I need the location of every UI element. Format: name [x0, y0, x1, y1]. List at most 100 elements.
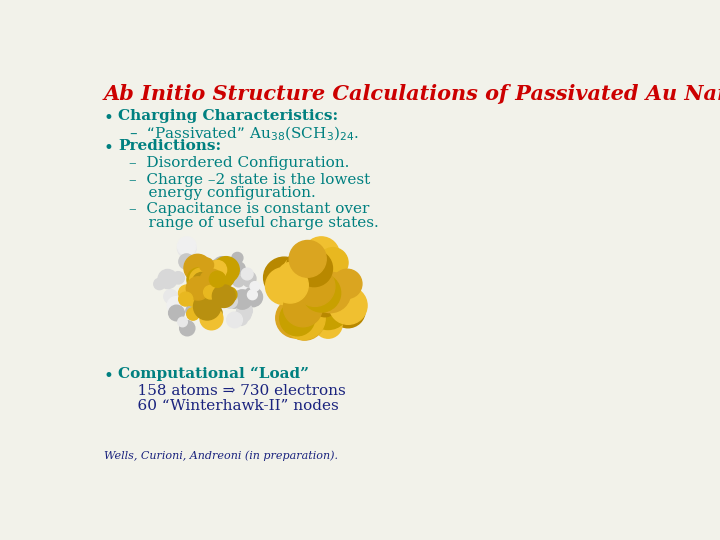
Circle shape	[300, 258, 343, 301]
Circle shape	[199, 303, 210, 314]
Circle shape	[201, 314, 209, 322]
Circle shape	[194, 297, 205, 308]
Circle shape	[307, 287, 349, 329]
Text: Computational “Load”: Computational “Load”	[118, 367, 309, 381]
Circle shape	[237, 303, 252, 319]
Circle shape	[158, 269, 177, 288]
Circle shape	[272, 267, 308, 303]
Circle shape	[210, 271, 225, 287]
Circle shape	[299, 266, 338, 305]
Circle shape	[194, 293, 221, 320]
Circle shape	[197, 273, 224, 300]
Circle shape	[313, 294, 336, 317]
Circle shape	[180, 321, 195, 336]
Circle shape	[187, 289, 205, 307]
Circle shape	[304, 272, 336, 304]
Circle shape	[178, 317, 187, 327]
Text: •: •	[104, 139, 114, 158]
Circle shape	[285, 301, 324, 340]
Circle shape	[154, 278, 165, 289]
Circle shape	[205, 286, 225, 306]
Circle shape	[172, 272, 184, 284]
Circle shape	[310, 305, 336, 330]
Circle shape	[316, 255, 341, 279]
Circle shape	[296, 269, 333, 305]
Text: energy configuration.: energy configuration.	[129, 186, 315, 200]
Circle shape	[222, 287, 237, 302]
Circle shape	[225, 292, 242, 308]
Circle shape	[243, 287, 263, 307]
Circle shape	[266, 268, 302, 305]
Circle shape	[201, 278, 216, 293]
Circle shape	[297, 269, 336, 308]
Circle shape	[282, 297, 325, 340]
Circle shape	[208, 260, 227, 279]
Text: 60 “Winterhawk-II” nodes: 60 “Winterhawk-II” nodes	[118, 399, 338, 413]
Circle shape	[232, 262, 245, 275]
Circle shape	[236, 307, 251, 322]
Text: –  Charge –2 state is the lowest: – Charge –2 state is the lowest	[129, 173, 370, 187]
Circle shape	[179, 254, 194, 269]
Circle shape	[225, 291, 236, 302]
Circle shape	[294, 272, 330, 308]
Circle shape	[314, 271, 345, 301]
Circle shape	[213, 256, 231, 274]
Circle shape	[237, 293, 252, 307]
Circle shape	[335, 294, 357, 316]
Circle shape	[302, 274, 341, 312]
Circle shape	[199, 267, 216, 284]
Circle shape	[198, 284, 218, 304]
Circle shape	[187, 272, 202, 287]
Circle shape	[214, 274, 228, 289]
Circle shape	[277, 263, 308, 294]
Circle shape	[204, 286, 217, 299]
Circle shape	[201, 276, 225, 300]
Circle shape	[295, 269, 338, 312]
Circle shape	[189, 268, 212, 291]
Circle shape	[187, 284, 208, 304]
Text: Charging Characteristics:: Charging Characteristics:	[118, 110, 338, 124]
Circle shape	[200, 286, 219, 306]
Circle shape	[287, 247, 325, 285]
Circle shape	[179, 285, 195, 301]
Circle shape	[299, 293, 323, 318]
Circle shape	[230, 263, 240, 272]
Circle shape	[208, 286, 220, 299]
Circle shape	[186, 277, 210, 300]
Circle shape	[220, 290, 235, 305]
Text: Wells, Curioni, Andreoni (in preparation).: Wells, Curioni, Andreoni (in preparation…	[104, 450, 338, 461]
Text: Ab Initio Structure Calculations of Passivated Au Nanoclusters: Ab Initio Structure Calculations of Pass…	[104, 84, 720, 104]
Circle shape	[179, 292, 193, 306]
Circle shape	[184, 254, 212, 281]
Circle shape	[184, 288, 202, 306]
Circle shape	[232, 252, 243, 264]
Circle shape	[184, 295, 196, 306]
Circle shape	[289, 240, 326, 277]
Circle shape	[309, 268, 336, 295]
Circle shape	[222, 276, 240, 295]
Circle shape	[264, 257, 305, 298]
Text: Predictions:: Predictions:	[118, 139, 221, 153]
Circle shape	[241, 271, 256, 286]
Text: •: •	[104, 110, 114, 127]
Circle shape	[276, 298, 316, 338]
Circle shape	[212, 285, 235, 307]
Circle shape	[187, 268, 211, 292]
Circle shape	[296, 250, 333, 287]
Circle shape	[206, 276, 224, 294]
Circle shape	[292, 262, 322, 292]
Circle shape	[212, 259, 225, 272]
Circle shape	[223, 294, 238, 308]
Circle shape	[304, 239, 335, 269]
Circle shape	[168, 305, 184, 321]
Circle shape	[306, 250, 331, 275]
Circle shape	[297, 251, 335, 288]
Circle shape	[235, 313, 248, 326]
Circle shape	[200, 307, 223, 330]
Circle shape	[284, 257, 307, 281]
Text: 158 atoms ⇒ 730 electrons: 158 atoms ⇒ 730 electrons	[118, 383, 346, 397]
Circle shape	[330, 294, 365, 328]
Circle shape	[209, 306, 222, 319]
Circle shape	[285, 254, 321, 289]
Circle shape	[233, 290, 252, 309]
